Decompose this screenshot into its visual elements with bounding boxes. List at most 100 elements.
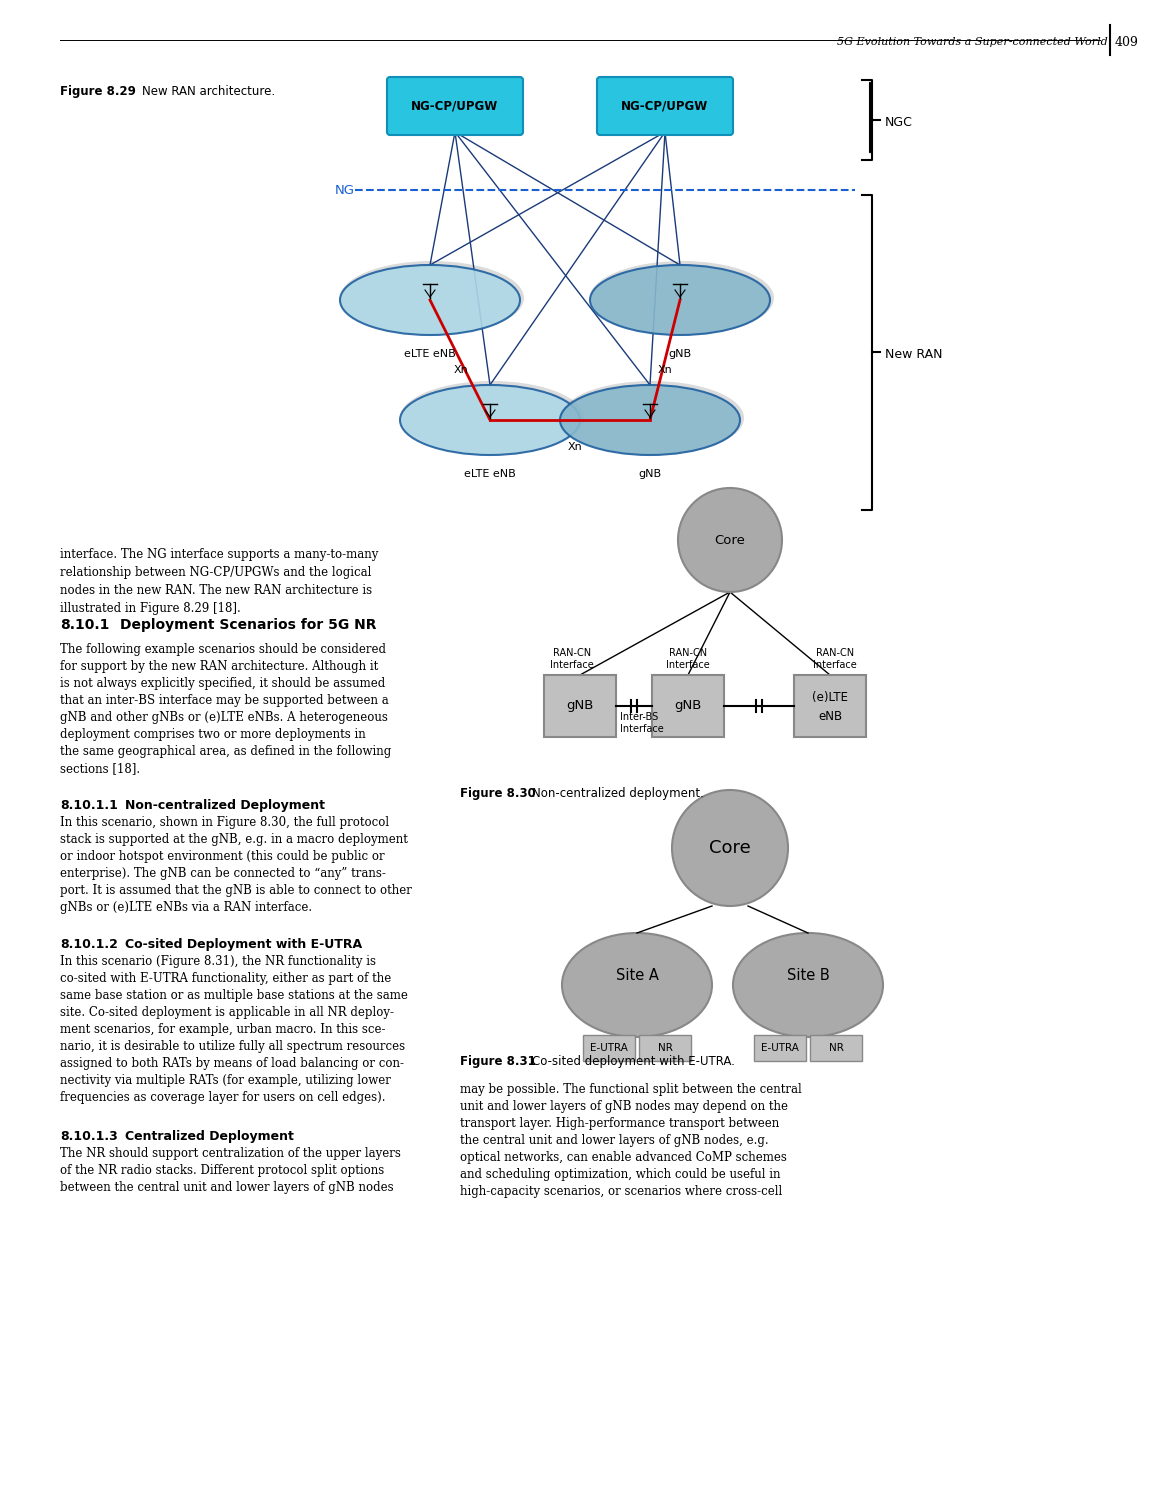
Text: Xn: Xn	[453, 364, 468, 375]
Text: 8.10.1.2: 8.10.1.2	[60, 938, 118, 951]
Text: Interface: Interface	[666, 660, 709, 670]
Text: The following example scenarios should be considered: The following example scenarios should b…	[60, 644, 385, 656]
FancyBboxPatch shape	[387, 76, 522, 135]
Text: In this scenario (Figure 8.31), the NR functionality is: In this scenario (Figure 8.31), the NR f…	[60, 956, 376, 968]
Text: enterprise). The gNB can be connected to “any” trans-: enterprise). The gNB can be connected to…	[60, 867, 385, 880]
Ellipse shape	[560, 381, 744, 454]
Text: Centralized Deployment: Centralized Deployment	[125, 1130, 294, 1143]
FancyBboxPatch shape	[810, 1035, 861, 1060]
Text: (e)LTE: (e)LTE	[812, 692, 848, 705]
Text: E-UTRA: E-UTRA	[590, 1042, 628, 1053]
Text: NG-CP/UPGW: NG-CP/UPGW	[411, 99, 498, 112]
Text: that an inter-BS interface may be supported between a: that an inter-BS interface may be suppor…	[60, 694, 389, 706]
Text: Co-sited Deployment with E-UTRA: Co-sited Deployment with E-UTRA	[125, 938, 362, 951]
Text: 8.10.1.3: 8.10.1.3	[60, 1130, 117, 1143]
Text: frequencies as coverage layer for users on cell edges).: frequencies as coverage layer for users …	[60, 1090, 385, 1104]
Text: gNB: gNB	[639, 470, 662, 478]
Text: same base station or as multiple base stations at the same: same base station or as multiple base st…	[60, 988, 408, 1002]
Text: may be possible. The functional split between the central: may be possible. The functional split be…	[460, 1083, 802, 1096]
Text: is not always explicitly specified, it should be assumed: is not always explicitly specified, it s…	[60, 676, 385, 690]
FancyBboxPatch shape	[545, 675, 616, 736]
Ellipse shape	[733, 933, 884, 1036]
Text: RAN-CN: RAN-CN	[816, 648, 854, 658]
Text: assigned to both RATs by means of load balancing or con-: assigned to both RATs by means of load b…	[60, 1058, 404, 1070]
Ellipse shape	[562, 933, 712, 1036]
Text: deployment comprises two or more deployments in: deployment comprises two or more deploym…	[60, 728, 366, 741]
Text: co-sited with E-UTRA functionality, either as part of the: co-sited with E-UTRA functionality, eith…	[60, 972, 391, 986]
Text: New RAN: New RAN	[885, 348, 943, 360]
Text: site. Co-sited deployment is applicable in all NR deploy-: site. Co-sited deployment is applicable …	[60, 1007, 394, 1019]
Text: Interface: Interface	[620, 724, 664, 734]
FancyBboxPatch shape	[794, 675, 866, 736]
FancyBboxPatch shape	[583, 1035, 635, 1060]
Text: sections [18].: sections [18].	[60, 762, 140, 776]
Text: 5G Evolution Towards a Super-connected World: 5G Evolution Towards a Super-connected W…	[837, 38, 1108, 46]
Text: Deployment Scenarios for 5G NR: Deployment Scenarios for 5G NR	[120, 618, 376, 632]
Text: E-UTRA: E-UTRA	[762, 1042, 799, 1053]
Text: interface. The NG interface supports a many-to-many: interface. The NG interface supports a m…	[60, 548, 378, 561]
Text: eLTE eNB: eLTE eNB	[404, 350, 456, 358]
Text: unit and lower layers of gNB nodes may depend on the: unit and lower layers of gNB nodes may d…	[460, 1100, 788, 1113]
Text: gNB: gNB	[669, 350, 692, 358]
Text: port. It is assumed that the gNB is able to connect to other: port. It is assumed that the gNB is able…	[60, 884, 412, 897]
FancyBboxPatch shape	[597, 76, 733, 135]
Text: 409: 409	[1115, 36, 1139, 48]
Text: illustrated in Figure 8.29 [18].: illustrated in Figure 8.29 [18].	[60, 602, 240, 615]
Text: nectivity via multiple RATs (for example, utilizing lower: nectivity via multiple RATs (for example…	[60, 1074, 391, 1088]
Text: or indoor hotspot environment (this could be public or: or indoor hotspot environment (this coul…	[60, 850, 384, 862]
Text: of the NR radio stacks. Different protocol split options: of the NR radio stacks. Different protoc…	[60, 1164, 384, 1178]
Text: eNB: eNB	[819, 710, 842, 723]
Text: Core: Core	[709, 839, 751, 856]
Text: stack is supported at the gNB, e.g. in a macro deployment: stack is supported at the gNB, e.g. in a…	[60, 833, 408, 846]
Text: RAN-CN: RAN-CN	[669, 648, 707, 658]
Text: gNB: gNB	[567, 699, 593, 712]
Text: Interface: Interface	[550, 660, 594, 670]
Text: between the central unit and lower layers of gNB nodes: between the central unit and lower layer…	[60, 1180, 394, 1194]
Text: gNB: gNB	[675, 699, 701, 712]
Text: The NR should support centralization of the upper layers: The NR should support centralization of …	[60, 1148, 401, 1160]
Text: the same geographical area, as defined in the following: the same geographical area, as defined i…	[60, 746, 391, 758]
Text: nodes in the new RAN. The new RAN architecture is: nodes in the new RAN. The new RAN archit…	[60, 584, 373, 597]
Ellipse shape	[401, 386, 580, 454]
Text: and scheduling optimization, which could be useful in: and scheduling optimization, which could…	[460, 1168, 780, 1180]
Text: NGC: NGC	[885, 116, 913, 129]
Text: Non-centralized deployment.: Non-centralized deployment.	[532, 788, 704, 800]
Text: New RAN architecture.: New RAN architecture.	[142, 86, 275, 98]
Text: the central unit and lower layers of gNB nodes, e.g.: the central unit and lower layers of gNB…	[460, 1134, 769, 1148]
FancyBboxPatch shape	[652, 675, 724, 736]
Text: Site A: Site A	[615, 968, 658, 982]
Ellipse shape	[340, 266, 520, 334]
Text: gNB and other gNBs or (e)LTE eNBs. A heterogeneous: gNB and other gNBs or (e)LTE eNBs. A het…	[60, 711, 388, 724]
Text: Non-centralized Deployment: Non-centralized Deployment	[125, 800, 325, 812]
Ellipse shape	[590, 266, 770, 334]
Text: Site B: Site B	[787, 968, 829, 982]
Text: Co-sited deployment with E-UTRA.: Co-sited deployment with E-UTRA.	[532, 1054, 735, 1068]
Ellipse shape	[590, 261, 774, 334]
Text: Figure 8.30: Figure 8.30	[460, 788, 535, 800]
Text: relationship between NG-CP/UPGWs and the logical: relationship between NG-CP/UPGWs and the…	[60, 566, 372, 579]
Text: for support by the new RAN architecture. Although it: for support by the new RAN architecture.…	[60, 660, 378, 674]
Text: nario, it is desirable to utilize fully all spectrum resources: nario, it is desirable to utilize fully …	[60, 1040, 405, 1053]
Circle shape	[672, 790, 788, 906]
Text: Xn: Xn	[658, 364, 672, 375]
Text: eLTE eNB: eLTE eNB	[464, 470, 515, 478]
Text: Figure 8.31: Figure 8.31	[460, 1054, 535, 1068]
FancyBboxPatch shape	[639, 1035, 691, 1060]
FancyBboxPatch shape	[753, 1035, 806, 1060]
Circle shape	[678, 488, 783, 592]
Text: 8.10.1: 8.10.1	[60, 618, 109, 632]
Ellipse shape	[560, 386, 740, 454]
Text: NG-CP/UPGW: NG-CP/UPGW	[621, 99, 708, 112]
Text: Interface: Interface	[813, 660, 857, 670]
Text: transport layer. High-performance transport between: transport layer. High-performance transp…	[460, 1118, 779, 1130]
Text: gNBs or (e)LTE eNBs via a RAN interface.: gNBs or (e)LTE eNBs via a RAN interface.	[60, 902, 312, 914]
Ellipse shape	[340, 261, 524, 334]
Text: RAN-CN: RAN-CN	[553, 648, 591, 658]
Text: 8.10.1.1: 8.10.1.1	[60, 800, 118, 812]
Text: Core: Core	[714, 534, 745, 546]
Text: In this scenario, shown in Figure 8.30, the full protocol: In this scenario, shown in Figure 8.30, …	[60, 816, 389, 830]
Text: Figure 8.29: Figure 8.29	[60, 86, 136, 98]
Text: NR: NR	[829, 1042, 843, 1053]
Text: Xn: Xn	[568, 442, 583, 452]
Text: optical networks, can enable advanced CoMP schemes: optical networks, can enable advanced Co…	[460, 1150, 787, 1164]
